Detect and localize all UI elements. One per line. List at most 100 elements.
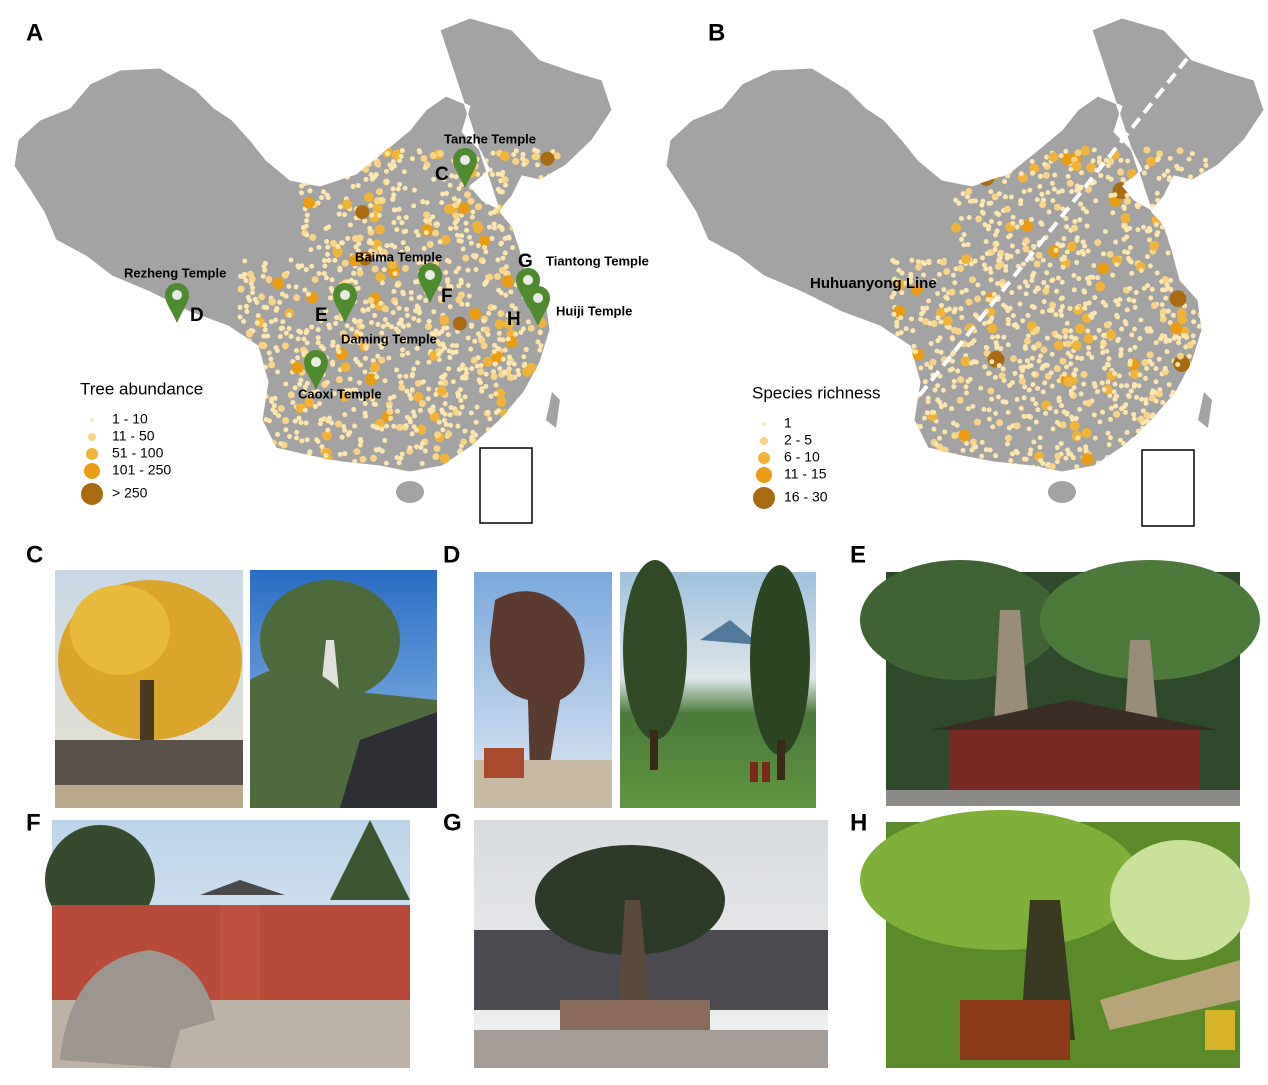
- dot: [550, 366, 556, 372]
- dot: [353, 244, 359, 250]
- dot: [389, 324, 395, 330]
- dot: [1121, 249, 1127, 255]
- dot: [537, 240, 543, 246]
- dot: [1051, 186, 1057, 192]
- dot: [1199, 251, 1205, 257]
- dot: [1148, 295, 1154, 301]
- dot: [1175, 417, 1181, 423]
- dot: [332, 247, 343, 258]
- dot: [351, 317, 357, 323]
- dot: [528, 227, 536, 235]
- legend-item: 16 - 30: [784, 489, 828, 505]
- dot: [473, 419, 479, 425]
- dot: [480, 258, 486, 264]
- dot: [993, 453, 999, 459]
- dot: [1161, 275, 1169, 283]
- dot: [1170, 312, 1176, 318]
- dot: [1035, 285, 1041, 291]
- marker-letter: H: [507, 309, 521, 330]
- dot: [1174, 421, 1182, 429]
- dot: [965, 242, 971, 248]
- dot: [1105, 430, 1111, 436]
- dot: [288, 257, 294, 263]
- dot: [979, 439, 985, 445]
- dot: [423, 297, 429, 303]
- dot: [302, 407, 308, 413]
- dot: [1132, 326, 1138, 332]
- dot: [1169, 419, 1175, 425]
- dot: [338, 157, 344, 163]
- dot: [551, 325, 557, 331]
- dot: [1074, 464, 1080, 470]
- dot: [953, 197, 959, 203]
- dot: [1081, 453, 1094, 466]
- dot: [1186, 353, 1192, 359]
- dot: [274, 305, 280, 311]
- dot: [300, 154, 306, 160]
- dot: [450, 342, 456, 348]
- dot: [436, 150, 444, 158]
- dot: [1022, 279, 1028, 285]
- dot: [1006, 425, 1012, 431]
- dot: [1207, 351, 1213, 357]
- dot: [430, 404, 436, 410]
- dot: [1078, 201, 1084, 207]
- dot: [331, 175, 337, 181]
- dot: [1128, 465, 1134, 471]
- dot: [265, 275, 273, 283]
- dot: [298, 420, 304, 426]
- dot: [482, 172, 488, 178]
- dot: [322, 459, 328, 465]
- legend-symbol: [756, 467, 772, 483]
- dot: [480, 342, 488, 350]
- dot: [506, 234, 512, 240]
- dot: [318, 417, 324, 423]
- dot: [315, 340, 321, 346]
- dot: [1207, 271, 1213, 277]
- dot: [933, 441, 939, 447]
- dot: [1203, 433, 1209, 439]
- dot: [1197, 357, 1203, 363]
- dot: [910, 447, 916, 453]
- dot: [989, 219, 995, 225]
- dot: [376, 446, 382, 452]
- dot: [1176, 335, 1182, 341]
- dot: [1004, 252, 1010, 258]
- dot: [401, 264, 409, 272]
- dot: [500, 356, 506, 362]
- dot: [984, 251, 990, 257]
- dot: [458, 280, 464, 286]
- dot: [488, 210, 494, 216]
- pin-hole: [172, 290, 182, 300]
- dot: [1101, 332, 1107, 338]
- dot: [444, 258, 450, 264]
- dot: [399, 249, 405, 255]
- location-pin: [418, 263, 442, 303]
- dot: [996, 191, 1002, 197]
- dot: [540, 151, 555, 166]
- dot: [1122, 319, 1128, 325]
- dot: [260, 430, 266, 436]
- dot: [496, 408, 502, 414]
- dot: [520, 151, 526, 157]
- dot: [536, 225, 542, 231]
- dot: [995, 281, 1001, 287]
- dot: [1134, 439, 1140, 445]
- dot: [1068, 334, 1074, 340]
- dot: [1177, 234, 1183, 240]
- dot: [262, 267, 268, 273]
- dot: [368, 172, 374, 178]
- dot: [924, 305, 930, 311]
- dot: [1029, 277, 1035, 283]
- dot: [919, 311, 925, 317]
- dot: [266, 350, 272, 356]
- legend-symbol: [753, 487, 775, 509]
- dot: [464, 370, 470, 376]
- dot: [394, 282, 400, 288]
- dot: [552, 448, 558, 454]
- dot: [484, 279, 490, 285]
- dot: [243, 278, 249, 284]
- dot: [989, 359, 995, 365]
- dot: [528, 402, 534, 408]
- dot: [1124, 445, 1130, 451]
